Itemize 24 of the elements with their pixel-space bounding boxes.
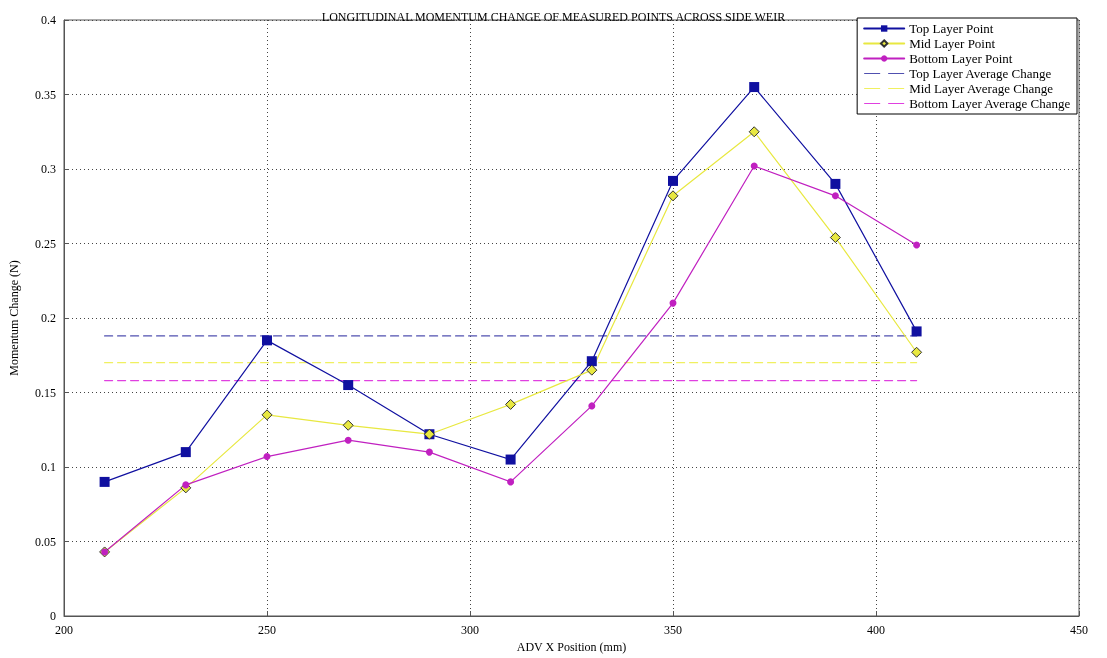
legend-label: Bottom Layer Point	[909, 51, 1013, 66]
x-tick-label: 200	[55, 623, 73, 637]
x-tick-label: 250	[258, 623, 276, 637]
chart-title: LONGITUDINAL MOMENTUM CHANGE OF MEASURED POINTS ACROSS SIDE WEIR	[321, 10, 786, 24]
x-tick-label: 350	[664, 623, 682, 637]
y-tick-label: 0.25	[35, 236, 56, 251]
legend-label: Mid Layer Average Change	[909, 81, 1054, 96]
y-tick-label: 0	[50, 609, 56, 623]
legend-label: Top Layer Point	[909, 21, 994, 36]
y-tick-label: 0.2	[41, 311, 56, 325]
y-tick-label: 0.05	[35, 534, 56, 549]
x-axis-title: ADV X Position (mm)	[516, 639, 627, 654]
legend-label: Mid Layer Point	[909, 36, 996, 51]
y-tick-label: 0.4	[41, 13, 56, 27]
x-tick-label: 400	[867, 623, 885, 637]
legend-label: Top Layer Average Change	[909, 66, 1052, 81]
y-tick-label: 0.35	[35, 87, 56, 102]
x-tick-label: 450	[1070, 623, 1088, 637]
y-tick-label: 0.15	[35, 385, 56, 400]
y-tick-label: 0.3	[41, 162, 56, 176]
x-tick-label: 300	[461, 623, 479, 637]
legend-label: Bottom Layer Average Change	[909, 96, 1071, 111]
y-tick-label: 0.1	[41, 460, 56, 474]
y-axis-title: Momentum Change (N)	[7, 260, 21, 376]
